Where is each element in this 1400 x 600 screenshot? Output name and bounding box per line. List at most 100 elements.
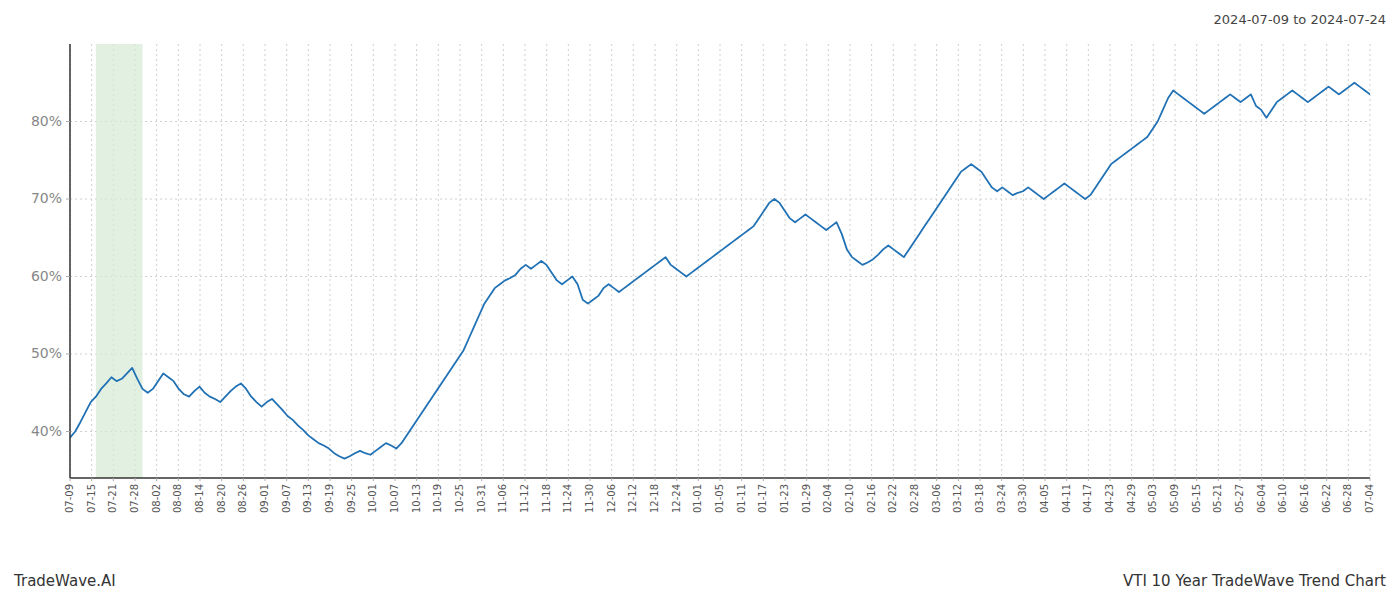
x-tick xyxy=(1175,478,1176,481)
grid-line-x xyxy=(893,44,894,478)
grid-line-x xyxy=(698,44,699,478)
x-tick xyxy=(871,478,872,481)
x-tick xyxy=(286,478,287,481)
x-tick xyxy=(1196,478,1197,481)
x-tick xyxy=(785,478,786,481)
grid-line-x xyxy=(1348,44,1349,478)
x-tick xyxy=(1110,478,1111,481)
x-tick-label: 10-13 xyxy=(411,484,422,513)
x-tick-label: 01-17 xyxy=(757,484,768,513)
grid-line-x xyxy=(330,44,331,478)
x-tick xyxy=(806,478,807,481)
x-tick-label: 10-01 xyxy=(367,484,378,513)
x-tick xyxy=(1283,478,1284,481)
x-tick xyxy=(1370,478,1371,481)
grid-line-x xyxy=(265,44,266,478)
x-tick-label: 08-20 xyxy=(216,484,227,513)
x-tick-label: 11-12 xyxy=(519,484,530,513)
x-tick xyxy=(351,478,352,481)
x-tick xyxy=(265,478,266,481)
grid-line-x xyxy=(655,44,656,478)
x-tick xyxy=(1088,478,1089,481)
x-tick xyxy=(221,478,222,481)
y-tick-label: 60% xyxy=(31,268,62,284)
x-tick xyxy=(1023,478,1024,481)
grid-line-x xyxy=(351,44,352,478)
x-tick-label: 04-23 xyxy=(1104,484,1115,513)
x-tick xyxy=(1305,478,1306,481)
grid-line-x xyxy=(676,44,677,478)
x-tick-label: 02-10 xyxy=(844,484,855,513)
x-tick-label: 03-18 xyxy=(974,484,985,513)
x-tick-label: 06-22 xyxy=(1321,484,1332,513)
grid-line-x xyxy=(308,44,309,478)
x-tick-label: 07-28 xyxy=(129,484,140,513)
grid-line-x xyxy=(958,44,959,478)
x-tick xyxy=(546,478,547,481)
x-tick xyxy=(568,478,569,481)
grid-line-x xyxy=(633,44,634,478)
grid-line-x xyxy=(828,44,829,478)
x-tick-label: 08-26 xyxy=(237,484,248,513)
grid-line-x xyxy=(915,44,916,478)
grid-line-x xyxy=(1001,44,1002,478)
y-tick-label: 40% xyxy=(31,423,62,439)
grid-line-x xyxy=(936,44,937,478)
grid-line-x xyxy=(416,44,417,478)
grid-line-x xyxy=(503,44,504,478)
x-tick xyxy=(1045,478,1046,481)
grid-line-x xyxy=(1110,44,1111,478)
x-tick-label: 04-05 xyxy=(1039,484,1050,513)
x-tick-label: 01-05 xyxy=(714,484,725,513)
x-tick-label: 02-16 xyxy=(866,484,877,513)
x-tick xyxy=(958,478,959,481)
x-tick-label: 07-15 xyxy=(86,484,97,513)
x-tick xyxy=(936,478,937,481)
x-tick xyxy=(720,478,721,481)
grid-line-x xyxy=(1045,44,1046,478)
x-tick-label: 07-21 xyxy=(107,484,118,513)
grid-line-x xyxy=(806,44,807,478)
x-tick xyxy=(655,478,656,481)
axes: 40%50%60%70%80%07-0907-1507-2107-2808-02… xyxy=(31,44,1375,513)
x-tick-label: 09-07 xyxy=(281,484,292,513)
x-tick xyxy=(525,478,526,481)
grid-line-x xyxy=(91,44,92,478)
x-tick xyxy=(70,478,71,481)
x-tick xyxy=(1348,478,1349,481)
x-tick xyxy=(893,478,894,481)
x-tick-label: 01-23 xyxy=(779,484,790,513)
grid-line-x xyxy=(373,44,374,478)
grid-line-x xyxy=(1370,44,1371,478)
chart: 40%50%60%70%80%07-0907-1507-2107-2808-02… xyxy=(0,0,1400,600)
grid-line-x xyxy=(1240,44,1241,478)
x-tick-label: 12-12 xyxy=(627,484,638,513)
grid-line-x xyxy=(850,44,851,478)
x-tick xyxy=(113,478,114,481)
x-tick-label: 11-30 xyxy=(584,484,595,513)
x-tick xyxy=(503,478,504,481)
x-tick-label: 03-06 xyxy=(931,484,942,513)
line xyxy=(70,83,1370,459)
grid xyxy=(70,44,1370,478)
x-tick-label: 04-29 xyxy=(1126,484,1137,513)
x-tick-label: 10-31 xyxy=(476,484,487,513)
x-tick xyxy=(416,478,417,481)
x-tick xyxy=(611,478,612,481)
x-tick-label: 10-25 xyxy=(454,484,465,513)
x-tick-label: 05-21 xyxy=(1212,484,1223,513)
x-tick xyxy=(373,478,374,481)
x-tick-label: 02-04 xyxy=(822,484,833,513)
y-tick-label: 80% xyxy=(31,113,62,129)
x-tick-label: 09-01 xyxy=(259,484,270,513)
grid-line-x xyxy=(1218,44,1219,478)
x-tick-label: 06-04 xyxy=(1256,484,1267,513)
top-right-annotation: 2024-07-09 to 2024-07-24 xyxy=(1214,12,1386,27)
grid-line-x xyxy=(286,44,287,478)
x-tick-label: 11-06 xyxy=(497,484,508,513)
x-tick-label: 11-18 xyxy=(541,484,552,513)
x-tick-label: 06-28 xyxy=(1342,484,1353,513)
grid-line-y xyxy=(70,121,1370,122)
grid-line-x xyxy=(243,44,244,478)
x-tick xyxy=(590,478,591,481)
